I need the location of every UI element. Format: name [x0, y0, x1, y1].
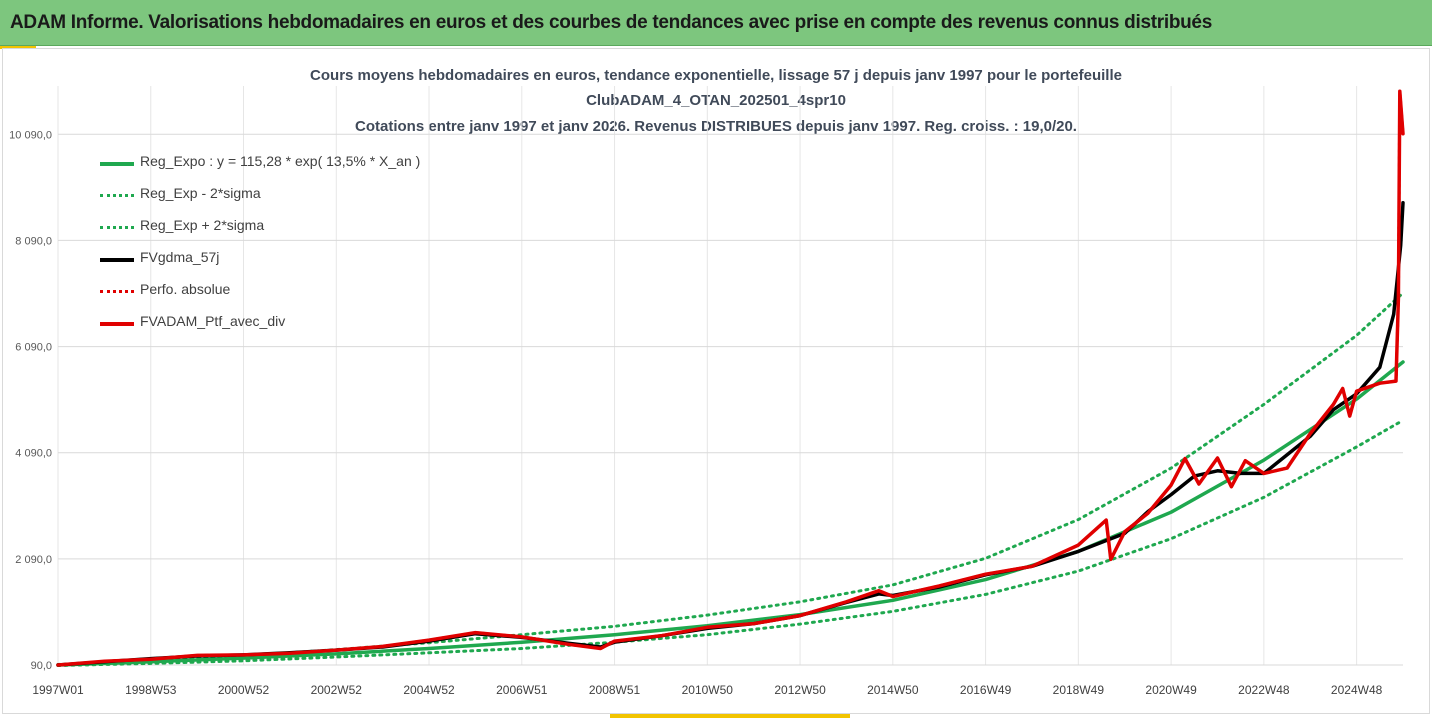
legend-swatch-reg-expo — [100, 162, 134, 166]
legend-label-reg-expo: Reg_Expo : y = 115,28 * exp( 13,5% * X_a… — [140, 153, 421, 169]
x-tick-label: 2022W48 — [1238, 683, 1290, 697]
x-tick-label: 2014W50 — [867, 683, 919, 697]
y-tick-label: 6 090,0 — [15, 342, 52, 354]
series-line-reg-expo-y-115-28-exp-13-5-x-an — [56, 360, 1405, 667]
x-tick-label: 1997W01 — [32, 683, 84, 697]
x-tick-label: 2010W50 — [682, 683, 734, 697]
chart-area — [2, 48, 1430, 714]
chart-title-line-3: Cotations entre janv 1997 et janv 2026. … — [355, 118, 1077, 135]
legend-swatch-reg-exp-plus — [100, 226, 134, 229]
x-tick-label: 2020W49 — [1145, 683, 1197, 697]
legend-item-reg-expo: Reg_Expo : y = 115,28 * exp( 13,5% * X_a… — [100, 151, 520, 183]
legend-item-reg-exp-plus: Reg_Exp + 2*sigma — [100, 215, 520, 247]
legend-label-perfo-absolue: Perfo. absolue — [140, 281, 231, 297]
y-tick-label: 2 090,0 — [15, 554, 52, 566]
series-line-reg-exp-2-sigma — [56, 418, 1405, 667]
legend-swatch-fvadam-ptf — [100, 322, 134, 326]
legend-item-perfo-absolue: Perfo. absolue — [100, 279, 520, 311]
chart-title-line-2: ClubADAM_4_OTAN_202501_4spr10 — [586, 92, 846, 109]
legend-label-fvadam-ptf: FVADAM_Ptf_avec_div — [140, 313, 286, 329]
x-tick-label: 2012W50 — [774, 683, 826, 697]
legend-label-reg-exp-minus: Reg_Exp - 2*sigma — [140, 185, 261, 201]
x-tick-label: 2018W49 — [1053, 683, 1105, 697]
x-tick-label: 2006W51 — [496, 683, 548, 697]
y-tick-label: 90,0 — [31, 660, 52, 672]
legend-label-fvgdma: FVgdma_57j — [140, 249, 220, 265]
legend-swatch-perfo-absolue — [100, 290, 134, 293]
x-tick-label: 1998W53 — [125, 683, 177, 697]
legend-item-fvgdma: FVgdma_57j — [100, 247, 520, 279]
y-tick-label: 4 090,0 — [15, 448, 52, 460]
legend-item-fvadam-ptf: FVADAM_Ptf_avec_div — [100, 311, 520, 343]
x-tick-label: 2024W48 — [1331, 683, 1383, 697]
chart-legend: Reg_Expo : y = 115,28 * exp( 13,5% * X_a… — [100, 151, 520, 343]
x-tick-label: 2002W52 — [311, 683, 363, 697]
x-tick-label: 2016W49 — [960, 683, 1012, 697]
x-tick-label: 2000W52 — [218, 683, 270, 697]
accent-bar-left — [0, 46, 36, 49]
chart-title-line-1: Cours moyens hebdomadaires en euros, ten… — [310, 67, 1122, 84]
legend-item-reg-exp-minus: Reg_Exp - 2*sigma — [100, 183, 520, 215]
legend-swatch-reg-exp-minus — [100, 194, 134, 197]
legend-swatch-fvgdma — [100, 258, 134, 262]
accent-bar-bottom — [610, 714, 850, 718]
series-line-fvadam-ptf-avec-div — [56, 89, 1405, 667]
x-tick-label: 2004W52 — [403, 683, 455, 697]
header-banner: ADAM Informe. Valorisations hebdomadaire… — [0, 0, 1432, 46]
banner-title: ADAM Informe. Valorisations hebdomadaire… — [10, 12, 1212, 33]
x-tick-label: 2008W51 — [589, 683, 641, 697]
y-tick-label: 8 090,0 — [15, 235, 52, 247]
y-tick-label: 10 090,0 — [9, 129, 52, 141]
legend-label-reg-exp-plus: Reg_Exp + 2*sigma — [140, 217, 265, 233]
